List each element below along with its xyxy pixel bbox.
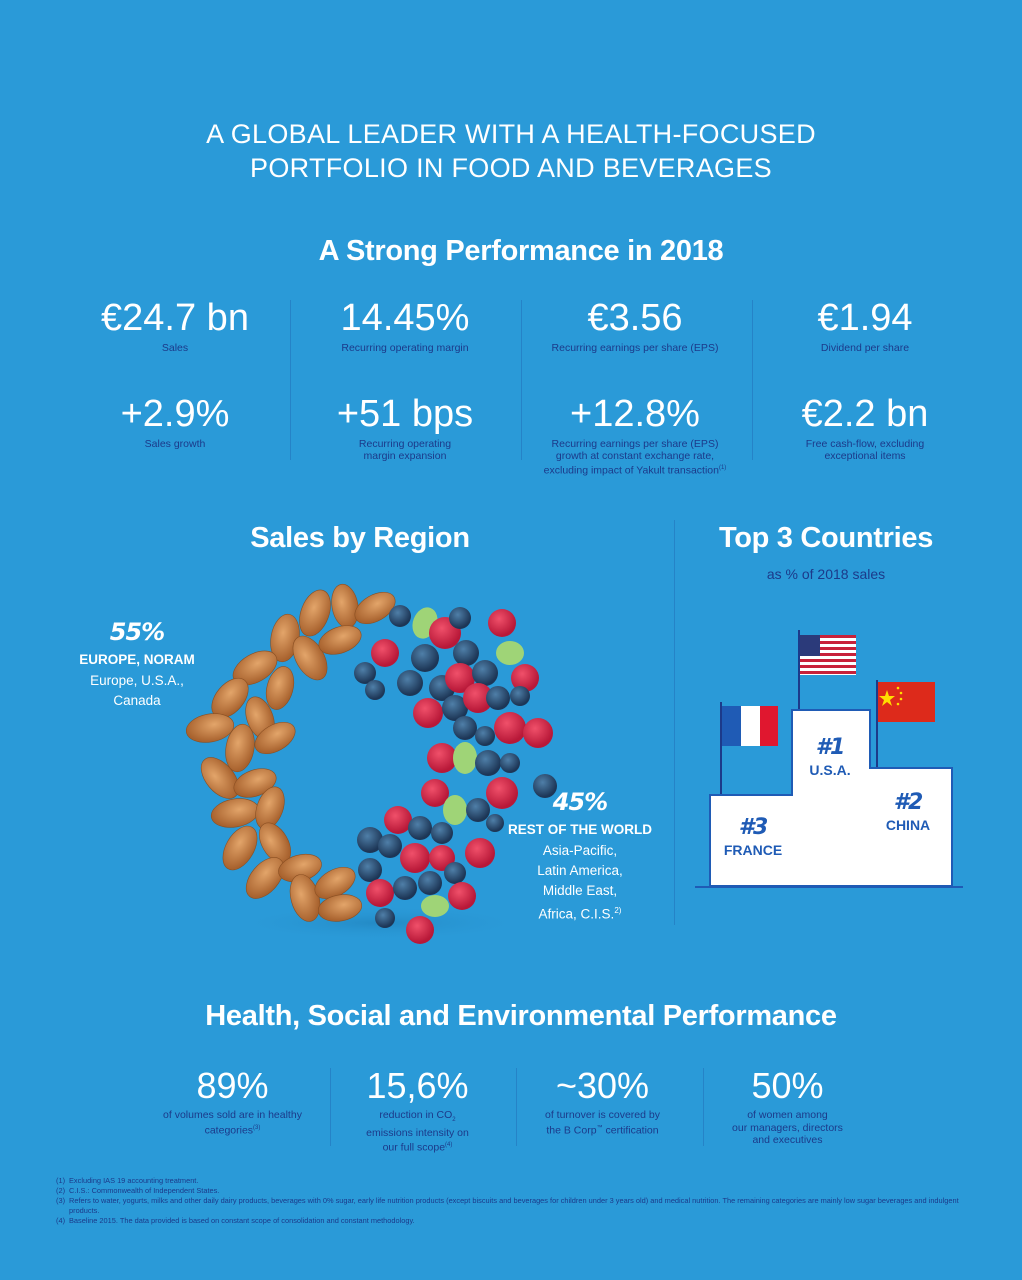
podium-rank-2: #2 CHINA bbox=[885, 790, 931, 833]
region-desc: Europe, U.S.A., Canada bbox=[90, 673, 184, 708]
health-women-managers: 50% of women among our managers, directo… bbox=[732, 1065, 843, 1147]
podium-rank-1: #1 U.S.A. bbox=[809, 735, 851, 778]
region-pct: 55% bbox=[109, 618, 165, 646]
almonds-berries-ring-image bbox=[185, 583, 557, 944]
region-europe-noram: 55% EUROPE, NORAM Europe, U.S.A., Canada bbox=[62, 618, 212, 711]
kpi-free-cash-flow: €2.2 bn Free cash-flow, excluding except… bbox=[801, 393, 929, 462]
kpi-divider bbox=[752, 300, 753, 460]
page-title: A GLOBAL LEADER WITH A HEALTH-FOCUSED PO… bbox=[0, 117, 1022, 185]
footnotes: (1) Excluding IAS 19 accounting treatment… bbox=[56, 1176, 966, 1226]
health-divider bbox=[330, 1068, 331, 1146]
france-flag-icon bbox=[722, 706, 778, 746]
region-pct: 45% bbox=[552, 788, 608, 816]
health-title: Health, Social and Environmental Perform… bbox=[205, 1000, 837, 1032]
footnote-3: (3) Refers to water, yogurts, milks and o… bbox=[56, 1196, 959, 1215]
health-co2-reduction: 15,6% reduction in CO2 emissions intensi… bbox=[366, 1065, 469, 1154]
health-healthy-categories: 89% of volumes sold are in healthy categ… bbox=[163, 1065, 302, 1137]
footnote-1: (1) Excluding IAS 19 accounting treatment… bbox=[56, 1176, 199, 1185]
usa-flag-icon bbox=[800, 635, 856, 675]
section-divider bbox=[674, 520, 675, 925]
health-divider bbox=[703, 1068, 704, 1146]
footnote-ref: (1) bbox=[718, 465, 727, 471]
health-grid: 89% of volumes sold are in healthy categ… bbox=[140, 1066, 880, 1154]
title-line-1: A GLOBAL LEADER WITH A HEALTH-FOCUSED bbox=[206, 119, 816, 149]
podium-illustration bbox=[695, 630, 963, 888]
health-bcorp: ~30% of turnover is covered by the B Cor… bbox=[545, 1065, 660, 1137]
footnote-4: (4) Baseline 2015. The data provided is b… bbox=[56, 1216, 415, 1225]
kpi-divider bbox=[521, 300, 522, 460]
kpi-sales-growth: +2.9% Sales growth bbox=[120, 393, 230, 450]
region-rest-of-world: 45% REST OF THE WORLD Asia-Pacific, Lati… bbox=[500, 788, 660, 925]
health-divider bbox=[516, 1068, 517, 1146]
kpi-eps: €3.56 Recurring earnings per share (EPS) bbox=[551, 297, 719, 354]
kpi-grid: €24.7 bn Sales 14.45% Recurring operatin… bbox=[60, 296, 980, 477]
performance-title: A Strong Performance in 2018 bbox=[318, 235, 724, 267]
region-name: EUROPE, NORAM bbox=[79, 652, 195, 667]
kpi-divider bbox=[290, 300, 291, 460]
sales-by-region-title: Sales by Region bbox=[250, 522, 470, 554]
china-flag-icon bbox=[878, 682, 935, 722]
top-countries-subtitle: as % of 2018 sales bbox=[766, 566, 886, 582]
title-line-2: PORTFOLIO IN FOOD AND BEVERAGES bbox=[250, 153, 772, 183]
region-desc: Asia-Pacific, Latin America, Middle East… bbox=[537, 843, 623, 922]
region-name: REST OF THE WORLD bbox=[508, 822, 652, 837]
top-countries-title: Top 3 Countries bbox=[718, 522, 934, 554]
kpi-sales: €24.7 bn Sales bbox=[101, 297, 249, 354]
footnote-ref: 2) bbox=[614, 906, 622, 915]
kpi-eps-growth: +12.8% Recurring earnings per share (EPS… bbox=[543, 393, 727, 477]
kpi-margin-expansion: +51 bps Recurring operating margin expan… bbox=[336, 393, 474, 462]
kpi-dividend: €1.94 Dividend per share bbox=[817, 297, 913, 354]
footnote-2: (2) C.I.S.: Commonwealth of Independent S… bbox=[56, 1186, 220, 1195]
podium-rank-3: #3 FRANCE bbox=[723, 815, 783, 858]
kpi-operating-margin: 14.45% Recurring operating margin bbox=[340, 297, 470, 354]
